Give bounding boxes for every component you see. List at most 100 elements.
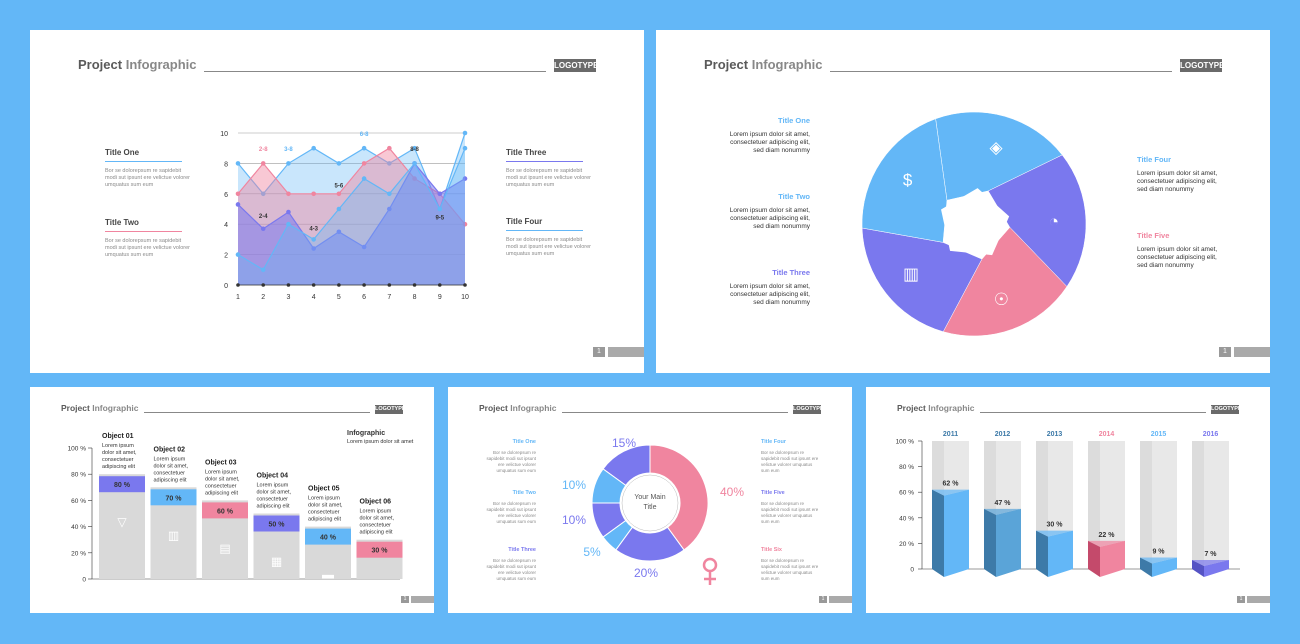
x-axis-dot [362,283,366,287]
x-tick-label: 10 [461,294,469,301]
bar-background-face [1152,441,1177,569]
category-desc: adipiscing elit [308,517,341,523]
category-desc: adipiscing elit [205,490,238,496]
pie-slice [935,111,1063,201]
bar-side [1088,540,1100,577]
infographic-text: Lorem ipsum dolor sit amet [347,439,414,445]
y-tick-label: 0 [82,577,86,584]
legend-left-3: Title Three Bor se dolorepsum re sapideb… [480,547,536,582]
donut-slice [602,519,634,551]
page-bar [411,596,434,603]
data-annotation: 8-8 [410,147,419,153]
infographic-title: Infographic [347,430,386,437]
y-tick-label: 20 % [899,541,914,548]
page-number: 1 [1237,596,1245,603]
text-title-three: Lorem ipsum dolor sit amet, consectetuer… [729,283,810,306]
slide-title: Project Infographic [78,57,197,72]
series-area [238,148,465,285]
x-tick-label: 7 [387,294,391,301]
y-tick-label: 60 % [899,490,914,497]
category-desc: adipiscing elit [154,477,187,483]
bar [996,508,1021,577]
y-tick-label: 40 % [899,515,914,522]
pie-slice [942,226,1068,337]
year-label: 2016 [1203,431,1219,438]
bar [1048,530,1073,577]
pentagon-pie-chart: ◈ ◔ ☉ ▥ $ [861,111,1087,337]
page-bar [608,347,644,357]
legend-text-three: Bor se dolorepsum re sapidebit modi sut … [486,558,536,581]
data-point [387,191,392,197]
bar-top [932,489,969,496]
year-label: 2015 [1151,431,1167,438]
data-point [412,145,417,151]
slice-label: 20% [634,566,658,580]
bar-value-label: 60 % [217,508,234,515]
legend-text-three: Bor se dolorepsum re sapidebit modi sut … [506,168,591,188]
bar-top [1088,540,1125,547]
category-label: Object 04 [257,473,289,480]
legend-title-four: Title Four [506,217,543,226]
category-desc: consectetuer [205,483,237,489]
data-point [412,161,417,166]
infographic-heading: Infographic Lorem ipsum dolor sit amet [347,430,413,445]
legend-title-three: Title Three [506,148,547,157]
category-desc: dolor sit amet, [257,490,292,496]
bar-icon: ▬ [322,568,334,582]
y-tick-label: 100 % [68,446,87,453]
data-point [311,145,316,151]
data-point [286,161,291,166]
legend-title-one: Title One [512,439,536,445]
data-annotation: 9-5 [435,216,444,222]
x-axis-dot [387,283,392,287]
text-title-five: Lorem ipsum dolor sit amet, consectetuer… [1137,246,1218,269]
right-block-5: Title Five Lorem ipsum dolor sit amet, c… [1137,231,1227,270]
y-tick-label: 20 % [71,550,86,557]
slide-title: Project Infographic [704,57,823,72]
legend-right-6: Title Six Bor se dolorepsum re sapidebit… [761,547,819,582]
bar-value-label: 30 % [372,548,389,555]
x-tick-label: 3 [286,294,290,301]
data-point [437,206,443,212]
legend-text-two: Bor se dolorepsum re sapidebit modi sut … [486,501,536,524]
rocket-icon: ◈ [989,138,1003,157]
bar-icon: ◉ [374,581,384,592]
x-tick-label: 6 [362,294,366,301]
y-tick-label: 8 [224,161,228,168]
y-tick-label: 10 [220,131,228,138]
y-tick-label: 0 [224,283,228,290]
logotype: LOGOTYPE [375,405,406,414]
yearly-3d-bar-chart: 0 20 % 40 % 60 % 80 % 100 % 62 % 2011 47 % 2012 30… [896,431,1240,577]
data-point [311,237,316,242]
donut-center [621,474,679,532]
y-tick-label: 4 [224,222,228,229]
bar-value-band [356,541,403,558]
divider [980,412,1206,413]
label-title-five: Title Five [1137,231,1170,240]
label-title-four: Title Four [1137,155,1172,164]
x-axis-dot [437,283,442,287]
divider [144,412,370,413]
data-point [361,176,367,181]
legend-left-1: Title One Bor se dolorepsum re sapidebit… [480,439,536,474]
category-label: Object 01 [102,433,134,440]
object-bar-chart: 0 20 % 40 % 60 % 80 % 100 % 80 % ▽ Object 01 Lore… [68,433,403,592]
category-desc: consectetuer [102,457,134,463]
legend-right-5: Title Five Bor se dolorepsum re sapidebi… [761,490,819,525]
data-point [361,244,367,250]
slice-label: 10% [562,478,586,492]
bar-value-label: 40 % [320,535,337,542]
bar-top [1192,560,1229,567]
year-label: 2014 [1099,431,1115,438]
category-desc: Lorem ipsum [102,443,134,449]
page-number: 1 [819,596,827,603]
legend-text-one: Bor se dolorepsum re sapidebit modi sut … [486,450,536,473]
bar [1100,540,1125,577]
bar-value-label: 62 % [943,481,960,488]
bar-value-band [150,489,197,506]
bar-chart-icon: ▥ [903,264,919,283]
legend-title-four: Title Four [761,439,786,445]
bar-icon: ▤ [219,541,230,555]
category-desc: Lorem ipsum [205,469,237,475]
